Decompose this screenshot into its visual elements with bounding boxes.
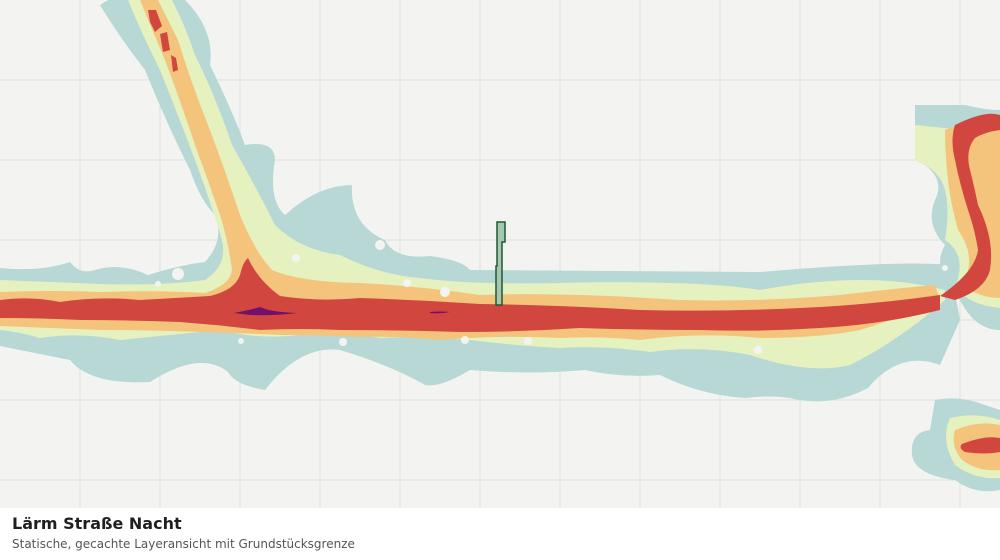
noise-band-highest bbox=[234, 307, 450, 316]
map-subtitle: Statische, gecachte Layeransicht mit Gru… bbox=[12, 537, 355, 551]
map-title: Lärm Straße Nacht bbox=[12, 514, 182, 533]
map-caption: Lärm Straße Nacht Statische, gecachte La… bbox=[0, 508, 1000, 560]
parcel-boundary[interactable] bbox=[495, 221, 506, 306]
noise-holes bbox=[155, 240, 948, 354]
map-view[interactable] bbox=[0, 0, 1000, 508]
map-canvas bbox=[0, 0, 1000, 508]
map-grid bbox=[0, 0, 1000, 508]
noise-band-high bbox=[0, 10, 1000, 454]
